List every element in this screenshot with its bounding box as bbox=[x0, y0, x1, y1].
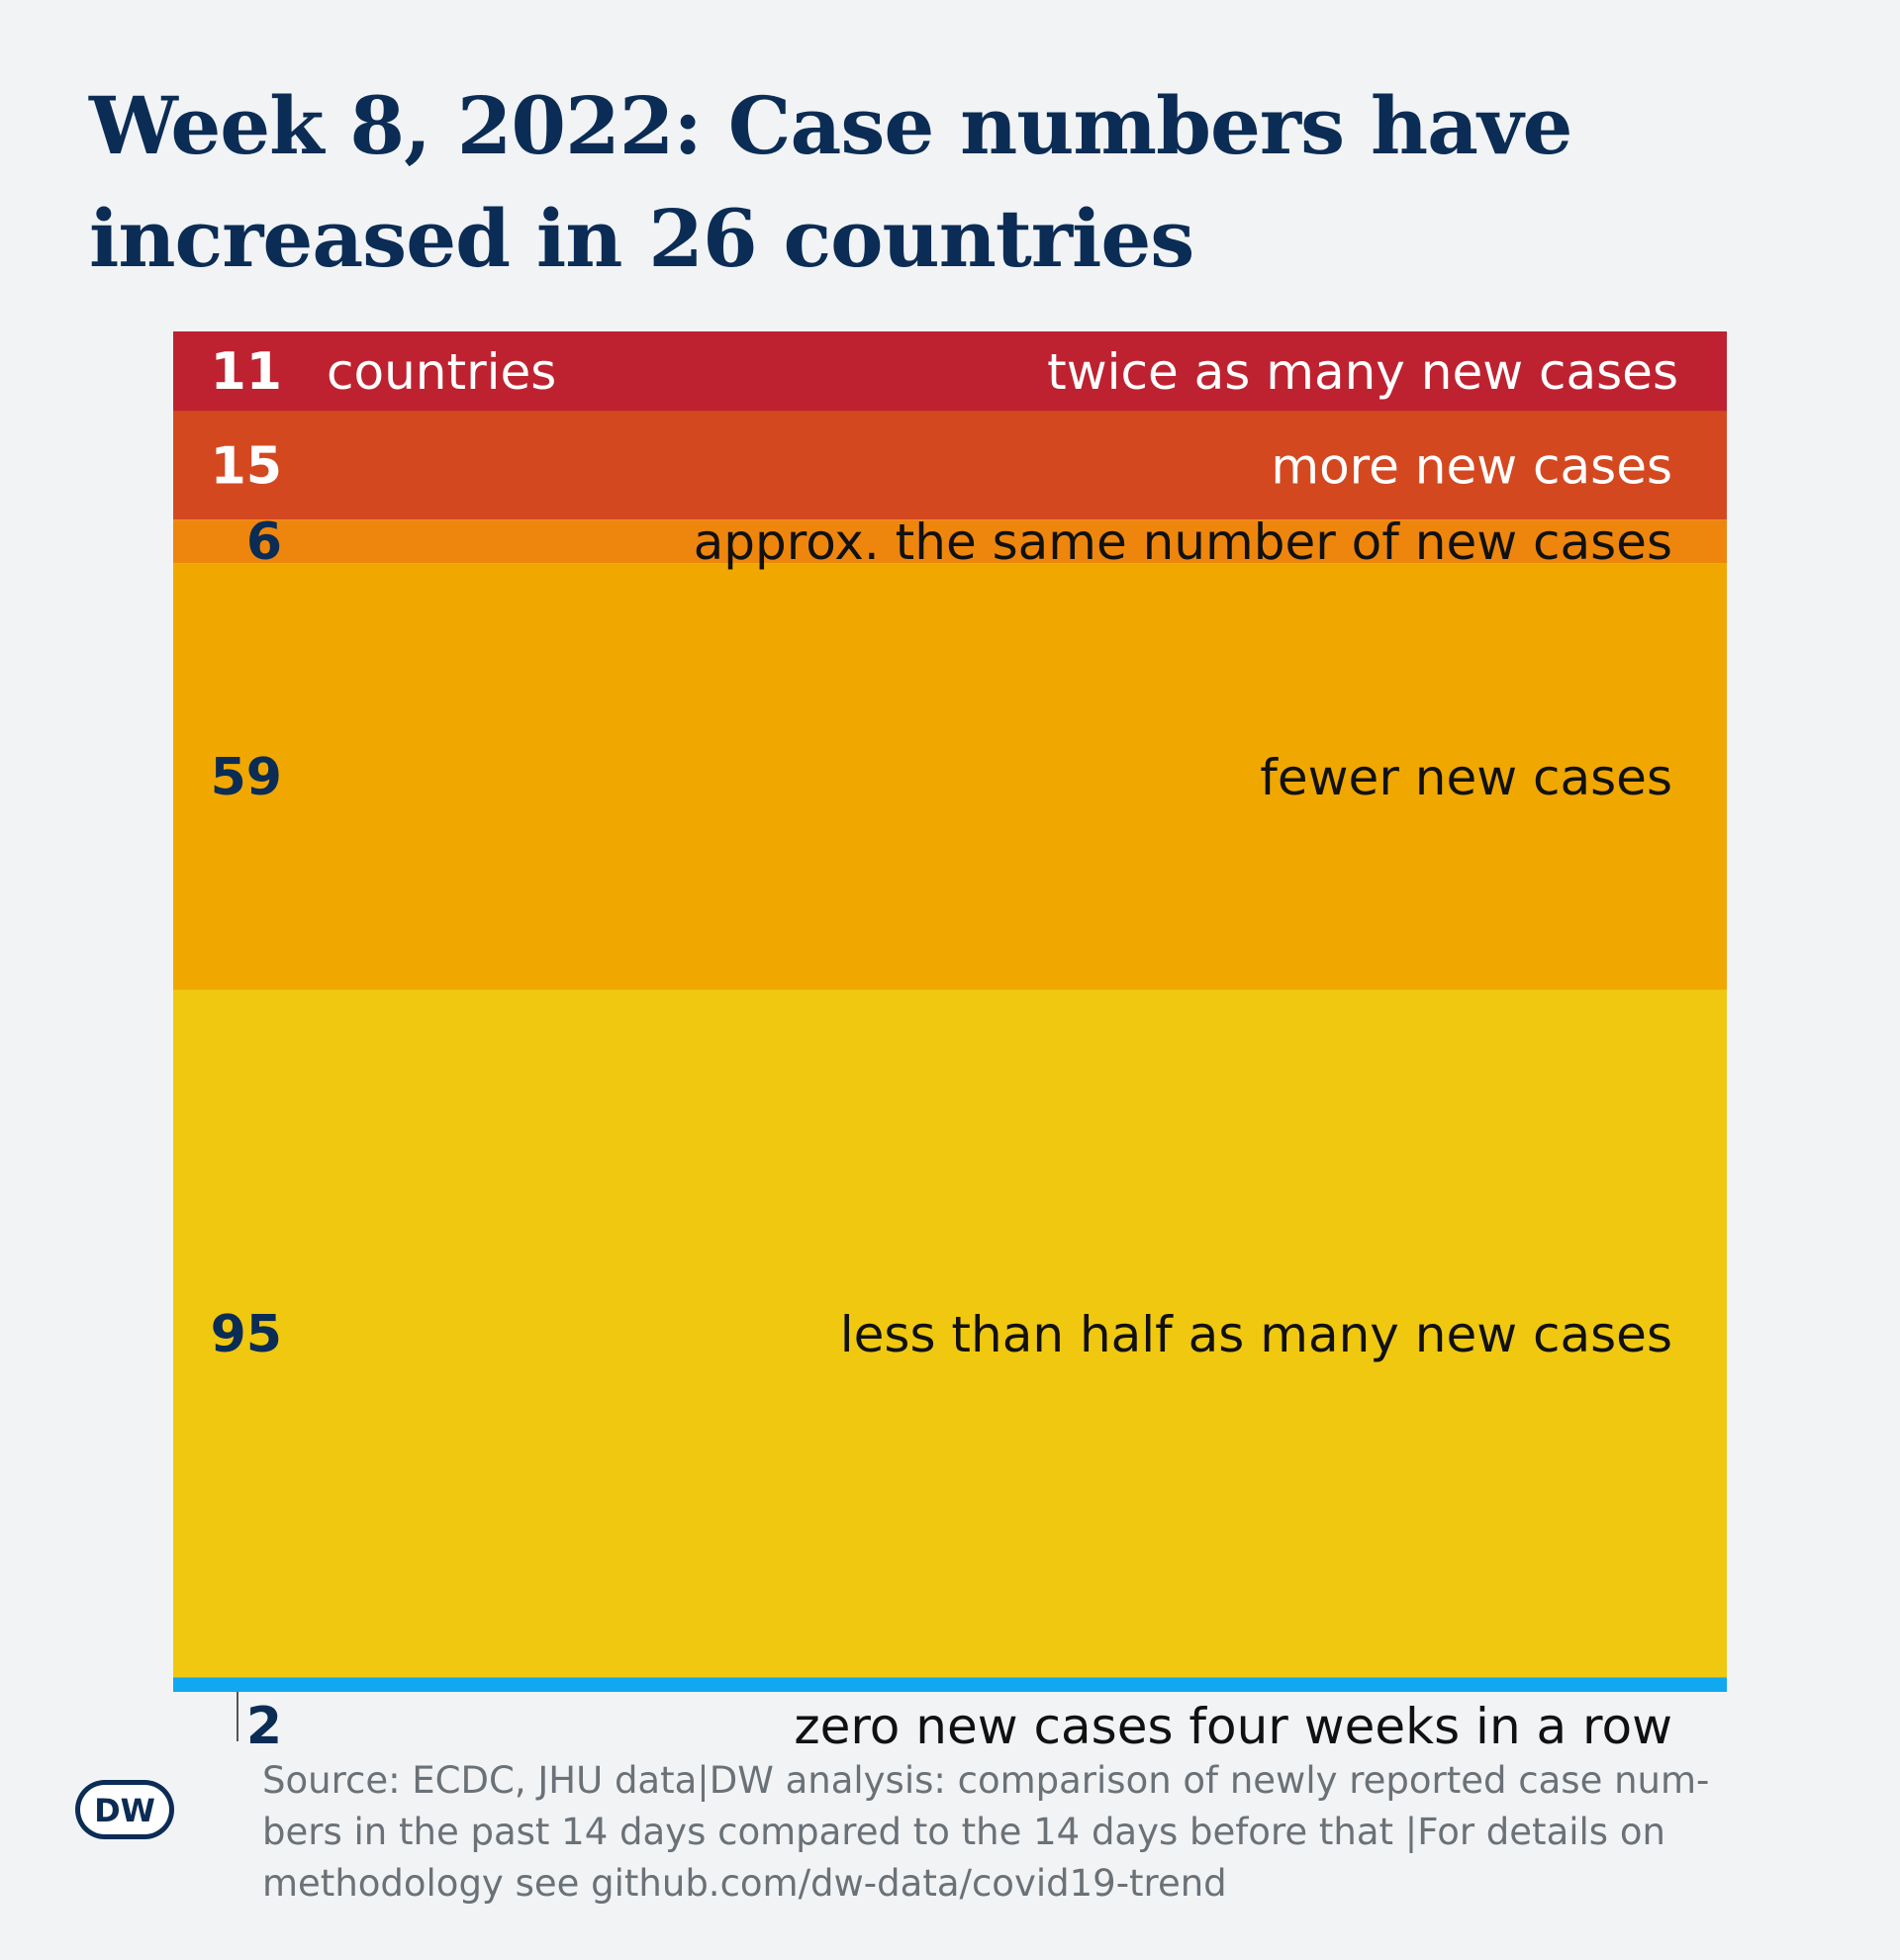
bar-segment-1 bbox=[173, 411, 1727, 520]
bar-segments bbox=[173, 331, 1727, 1692]
dw-logo: DW bbox=[75, 1780, 174, 1839]
bar-label-1: more new cases bbox=[1271, 437, 1672, 495]
bar-label-5: zero new cases four weeks in a row bbox=[794, 1698, 1672, 1755]
bar-value-4: 95 bbox=[211, 1305, 282, 1364]
bar-value-2: 6 bbox=[246, 513, 282, 572]
bar-labels: 11 twice as many new cases countries 15 more… bbox=[211, 342, 1678, 1756]
bar-label-2: approx. the same number of new cases bbox=[694, 513, 1672, 571]
bar-value-1: 15 bbox=[211, 436, 282, 496]
source-note: Source: ECDC, JHU data|DW analysis: comp… bbox=[262, 1759, 1710, 1905]
bar-label-4: less than half as many new cases bbox=[840, 1306, 1672, 1363]
bar-segment-3 bbox=[173, 563, 1727, 990]
bar-label-0: twice as many new cases bbox=[1047, 343, 1678, 401]
chart-title: Week 8, 2022: Case numbers have increase… bbox=[89, 79, 1572, 285]
bar-segment-4 bbox=[173, 989, 1727, 1678]
bar-segment-2 bbox=[173, 519, 1727, 564]
bar-value-5: 2 bbox=[246, 1697, 282, 1756]
bar-segment-5 bbox=[173, 1677, 1727, 1692]
dw-logo-text: DW bbox=[94, 1792, 155, 1829]
bar-value-0: 11 bbox=[211, 342, 282, 402]
bar-segment-0 bbox=[173, 331, 1727, 412]
bar-label-3: fewer new cases bbox=[1260, 749, 1672, 806]
unit-label: countries bbox=[327, 343, 556, 401]
bar-value-3: 59 bbox=[211, 748, 282, 807]
